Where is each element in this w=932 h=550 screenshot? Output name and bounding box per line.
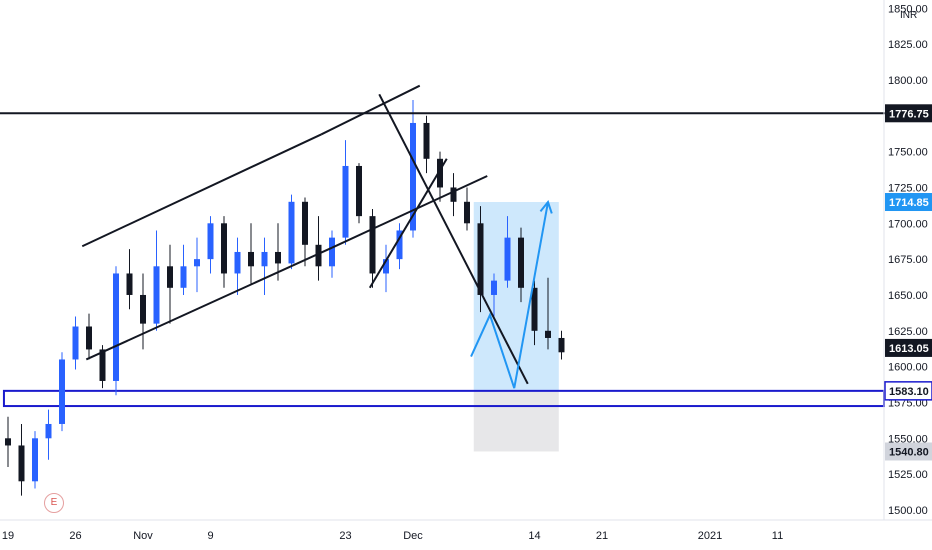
price-tick-label: 1550.00 [888,433,928,445]
candle-body [59,359,65,424]
time-tick-label: 21 [596,530,608,542]
candle-body [464,201,470,224]
candle-body [45,423,52,439]
trend-line-4[interactable] [331,175,488,249]
price-badge [885,338,932,357]
price-tick-label: 1800.00 [888,75,928,87]
price-tick-label: 1500.00 [888,505,928,517]
price-badge-label: 1540.80 [889,446,929,458]
time-axis: 19 26 Nov 9 23 Dec 14 21 2021 11 [2,530,783,542]
time-tick-label: 23 [339,530,351,542]
candle-body [221,223,227,274]
trend-line-1[interactable] [81,133,322,248]
candle-body [194,259,200,267]
price-tick-label: 1725.00 [888,182,928,194]
projection-arrowhead [539,199,553,214]
candle-body [558,337,565,353]
projection-box-1 [473,390,559,452]
candle-body [288,201,295,264]
projection-boxes [473,202,559,452]
price-badge [885,193,932,212]
price-badge [885,104,932,123]
candle-body [153,266,160,324]
candle-body [383,259,389,274]
time-tick-label: 19 [2,530,14,542]
candle-body [180,266,187,288]
candle-body [450,187,457,202]
candle-body [248,251,254,267]
trend-line-5[interactable] [368,158,448,289]
candle-body [32,438,38,482]
price-tick-label: 1750.00 [888,147,928,159]
candle-body [518,237,524,288]
candle-body [423,122,430,159]
candle-body [140,294,146,324]
trend-line-3[interactable] [320,84,421,136]
candle-body [477,223,484,295]
candle-body [72,326,79,360]
candle-body [126,273,133,295]
price-badge [885,442,932,461]
price-tick-label: 1850.00 [888,3,928,15]
candle-body [437,158,443,188]
candle-body [302,201,308,245]
time-tick-label: 26 [69,530,81,542]
candle-body [531,287,538,331]
candle-body [315,244,322,267]
trend-line-2[interactable] [85,246,333,361]
candle-body [356,165,362,217]
projection-path[interactable] [470,201,549,389]
time-tick-label: 2021 [698,530,722,542]
price-badge [884,381,932,401]
support-zone [2,389,885,408]
candle-body [113,273,119,381]
price-tick-label: 1675.00 [888,254,928,266]
price-badge-label: 1583.10 [889,386,929,398]
price-tick-label: 1625.00 [888,326,928,338]
candle-body [234,251,241,274]
candle-body [18,445,25,482]
price-badge-label: 1714.85 [889,197,929,209]
trend-line-6[interactable] [378,93,529,385]
price-tick-label: 1600.00 [888,362,928,374]
price-badges: 1776.75 1714.85 1613.05 1583.10 1540.80 [884,104,932,461]
earnings-marker[interactable]: E [44,493,64,513]
candle-body [99,349,106,381]
projection-arrow [470,199,553,389]
time-tick-label: Nov [133,530,153,542]
trend-lines [0,84,932,385]
time-tick-label: 11 [772,530,783,542]
candle-body [207,223,214,260]
price-tick-label: 1825.00 [888,39,928,51]
candle-body [545,330,551,338]
candle-body [167,266,173,288]
candle-body [396,230,403,260]
candle-body [5,438,11,446]
price-tick-label: 1525.00 [888,469,928,481]
price-tick-label: 1650.00 [888,290,928,302]
price-badge-label: 1776.75 [889,108,929,120]
candle-body [329,237,335,267]
candle-body [491,280,497,295]
price-axis: 1500.001525.001550.001575.001600.001625.… [888,3,928,517]
candle-body [261,251,268,267]
time-tick-label: Dec [403,530,423,542]
price-badge-label: 1613.05 [889,343,929,355]
candle-body [86,326,92,350]
candle-body [275,251,281,264]
candle-body [369,216,376,274]
support-zone-rect [2,389,885,408]
candle-body [504,237,511,281]
time-tick-label: 14 [528,530,540,542]
price-tick-label: 1700.00 [888,218,928,230]
candle-body [410,122,416,231]
currency-label: INR [900,10,918,21]
candle-body [342,165,349,238]
time-tick-label: 9 [207,530,213,542]
